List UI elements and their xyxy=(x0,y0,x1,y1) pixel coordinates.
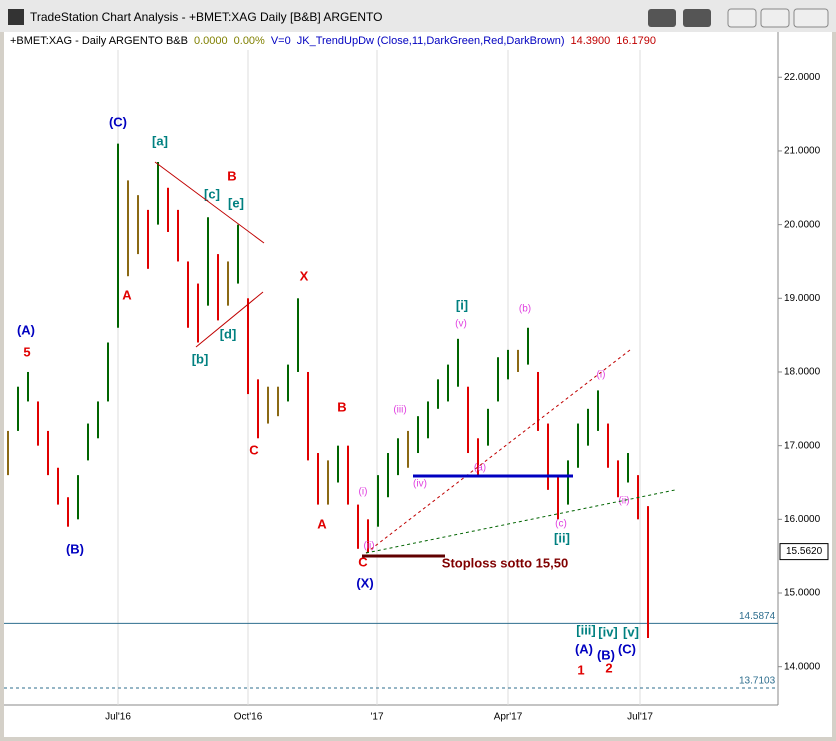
wave-label: [c] xyxy=(204,186,220,201)
wave-label: (ii) xyxy=(363,541,374,552)
wave-label: (v) xyxy=(455,319,467,330)
wave-label: (ii) xyxy=(618,496,629,507)
header-part: 16.1790 xyxy=(616,35,656,47)
wave-label: B xyxy=(227,168,236,183)
wave-label: (B) xyxy=(597,647,615,662)
indicator-header: +BMET:XAG - Daily ARGENTO B&B 0.0000 0.00%… xyxy=(10,35,656,47)
wave-label: [iv] xyxy=(598,624,618,639)
header-part: 0.00% xyxy=(234,35,265,47)
y-tick-label: 19.0000 xyxy=(784,293,821,304)
maximize-button[interactable] xyxy=(760,8,790,28)
last-price-label: 15.5620 xyxy=(786,546,823,557)
wave-label: 5 xyxy=(23,344,30,359)
wave-label: A xyxy=(317,516,327,531)
y-tick-label: 20.0000 xyxy=(784,219,821,230)
wave-label: C xyxy=(358,554,368,569)
chart-layer: +BMET:XAG - Daily ARGENTO B&B 0.0000 0.00%… xyxy=(4,35,829,723)
y-tick-label: 21.0000 xyxy=(784,146,821,157)
wave-label: (B) xyxy=(66,541,84,556)
wave-label: (iii) xyxy=(393,405,406,416)
wave-label: Stoploss sotto 15,50 xyxy=(442,555,568,570)
header-part: 14.3900 xyxy=(571,35,611,47)
trendline xyxy=(365,349,631,554)
x-tick-label: Jul'16 xyxy=(105,712,131,723)
wave-label: C xyxy=(249,442,259,457)
y-tick-label: 15.0000 xyxy=(784,588,821,599)
last-price-box xyxy=(779,543,829,561)
close-button[interactable] xyxy=(793,8,829,28)
plot-background xyxy=(4,32,832,737)
wave-label: [a] xyxy=(152,133,168,148)
wave-label: (i) xyxy=(597,370,606,381)
wave-label: [iii] xyxy=(576,622,596,637)
minimize-button[interactable] xyxy=(727,8,757,28)
header-part: JK_TrendUpDw (Close,11,DarkGreen,Red,Dar… xyxy=(297,35,565,47)
i-button[interactable] xyxy=(683,9,711,27)
wave-label: [d] xyxy=(220,326,237,341)
trendline xyxy=(154,161,265,244)
y-tick-label: 16.0000 xyxy=(784,514,821,525)
x-tick-label: Jul'17 xyxy=(627,712,653,723)
reference-label: 13.7103 xyxy=(739,676,776,687)
header-part: +BMET:XAG - Daily ARGENTO B&B xyxy=(10,35,188,47)
trendline xyxy=(195,291,264,348)
wave-label: [i] xyxy=(456,297,468,312)
y-tick-label: 14.0000 xyxy=(784,661,821,672)
x-tick-label: Oct'16 xyxy=(234,712,263,723)
trendline xyxy=(365,489,676,554)
y-tick-label: 22.0000 xyxy=(784,72,821,83)
reference-label: 14.5874 xyxy=(739,611,776,622)
wave-label: [v] xyxy=(623,624,639,639)
wave-label: [e] xyxy=(228,195,244,210)
window-title: TradeStation Chart Analysis - +BMET:XAG … xyxy=(30,10,382,24)
app-icon xyxy=(8,9,24,25)
wave-label: (C) xyxy=(109,114,127,129)
wave-label: (b) xyxy=(519,304,531,315)
wave-label: [ii] xyxy=(554,530,570,545)
s-button[interactable] xyxy=(648,9,676,27)
wave-label: (a) xyxy=(474,463,486,474)
wave-label: [b] xyxy=(192,351,209,366)
wave-label: X xyxy=(300,268,309,283)
drawn-lines xyxy=(154,161,676,558)
wave-label: (A) xyxy=(575,641,593,656)
header-part: V=0 xyxy=(271,35,291,47)
y-tick-label: 18.0000 xyxy=(784,367,821,378)
wave-label: (C) xyxy=(618,641,636,656)
x-tick-label: Apr'17 xyxy=(494,712,523,723)
wave-label: B xyxy=(337,399,346,414)
wave-label: A xyxy=(122,287,132,302)
y-tick-label: 17.0000 xyxy=(784,440,821,451)
wave-label: (iv) xyxy=(413,479,427,490)
x-tick-label: '17 xyxy=(370,712,383,723)
wave-label: (i) xyxy=(359,487,368,498)
wave-label: (X) xyxy=(356,575,373,590)
wave-label: (A) xyxy=(17,322,35,337)
wave-label: (c) xyxy=(555,519,567,530)
wave-label: 1 xyxy=(577,662,584,677)
wave-label: 2 xyxy=(605,660,612,675)
header-part: 0.0000 xyxy=(194,35,228,47)
